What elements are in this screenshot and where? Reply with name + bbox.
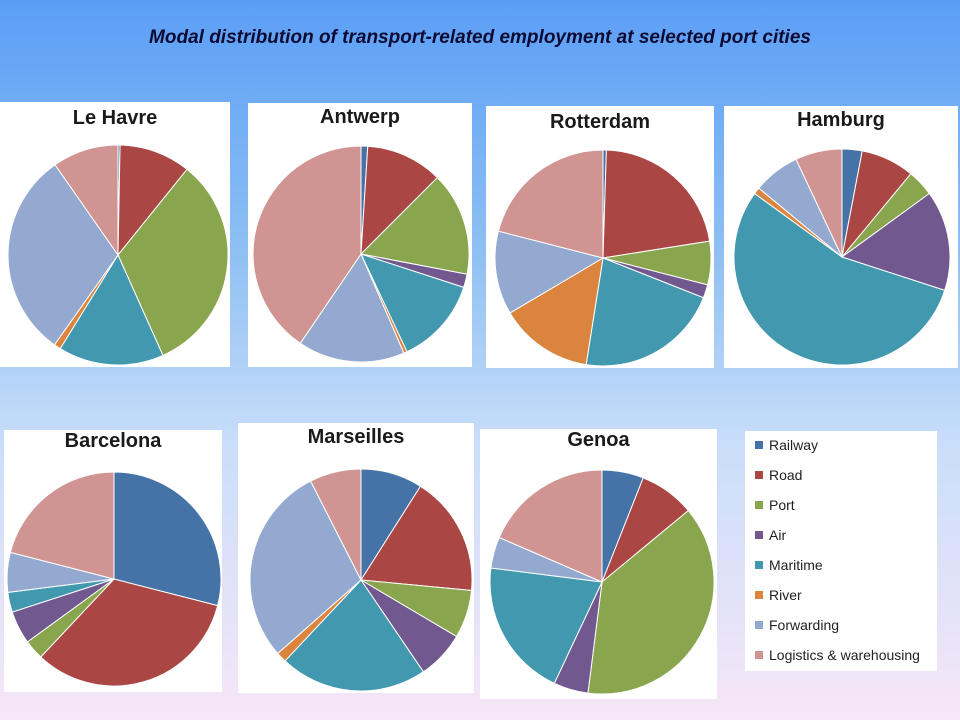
pie-chart bbox=[249, 468, 473, 692]
pie-slice-maritime bbox=[585, 257, 705, 367]
pie-slice-air bbox=[840, 192, 951, 292]
legend-item: Logistics & warehousing bbox=[755, 645, 920, 665]
pie-title: Genoa bbox=[567, 429, 630, 451]
pie-title: Marseilles bbox=[307, 426, 405, 448]
pie-panel-antwerp: Antwerp bbox=[248, 103, 472, 367]
pie-slice-maritime bbox=[489, 567, 603, 685]
pie-slice-port bbox=[359, 176, 470, 275]
pie-slice-port bbox=[117, 168, 229, 357]
pie-chart bbox=[733, 148, 951, 366]
legend-label: Port bbox=[769, 497, 795, 513]
pie-slice-logistics-warehousing bbox=[309, 468, 362, 581]
legend-label: Air bbox=[769, 527, 787, 543]
pie-title: Hamburg bbox=[797, 109, 885, 131]
pie-slice-road bbox=[360, 145, 439, 256]
pie-slice-forwarding bbox=[299, 252, 405, 363]
pie-slice-logistics-warehousing bbox=[9, 471, 115, 580]
legend-item: Maritime bbox=[755, 555, 823, 575]
legend-label: Maritime bbox=[769, 557, 823, 573]
slide-title: Modal distribution of transport-related … bbox=[149, 27, 811, 48]
pie-slice-road bbox=[117, 144, 188, 257]
pie-slice-railway bbox=[113, 471, 222, 607]
pie-slice-logistics-warehousing bbox=[54, 144, 119, 257]
pie-title: Antwerp bbox=[320, 106, 400, 128]
legend-label: Logistics & warehousing bbox=[769, 647, 920, 663]
pie-slice-road bbox=[602, 149, 711, 259]
legend-swatch bbox=[755, 561, 763, 569]
pie-slice-logistics-warehousing bbox=[498, 469, 603, 583]
pie-chart bbox=[252, 145, 470, 363]
pie-title: Barcelona bbox=[64, 430, 162, 452]
pie-title: Rotterdam bbox=[549, 111, 650, 133]
legend-swatch bbox=[755, 441, 763, 449]
pie-slice-road bbox=[360, 485, 473, 591]
pie-panel-le-havre: Le Havre bbox=[0, 102, 230, 367]
pie-slice-logistics-warehousing bbox=[497, 149, 604, 259]
pie-slice-maritime bbox=[733, 192, 946, 366]
legend-item: Forwarding bbox=[755, 615, 839, 635]
legend-swatch bbox=[755, 591, 763, 599]
pie-slice-forwarding bbox=[494, 230, 605, 314]
pie-slice-road bbox=[40, 578, 219, 687]
legend-swatch bbox=[755, 651, 763, 659]
pie-panel-hamburg: Hamburg bbox=[724, 106, 958, 368]
pie-panel-barcelona: Barcelona bbox=[4, 430, 222, 692]
legend-label: Road bbox=[769, 467, 803, 483]
legend-swatch bbox=[755, 621, 763, 629]
pie-slice-logistics-warehousing bbox=[252, 145, 362, 345]
pie-chart bbox=[489, 469, 715, 695]
legend: Railway Road Port Air Maritime River For… bbox=[745, 431, 937, 671]
pie-chart bbox=[7, 144, 229, 366]
pie-slice-maritime bbox=[284, 579, 425, 692]
pie-title: Le Havre bbox=[72, 107, 158, 129]
pie-panel-genoa: Genoa bbox=[480, 429, 717, 699]
legend-swatch bbox=[755, 531, 763, 539]
legend-swatch bbox=[755, 471, 763, 479]
legend-item: Port bbox=[755, 495, 795, 515]
legend-item: Road bbox=[755, 465, 802, 485]
pie-slice-port bbox=[587, 509, 715, 695]
pie-chart bbox=[6, 471, 222, 687]
pie-slice-river bbox=[509, 257, 604, 366]
pie-slice-maritime bbox=[59, 253, 164, 366]
pie-slice-forwarding bbox=[7, 164, 119, 346]
pie-panel-rotterdam: Rotterdam bbox=[486, 106, 714, 368]
pie-slice-logistics-warehousing bbox=[795, 148, 843, 258]
legend-item: Air bbox=[755, 525, 786, 545]
pie-slice-forwarding bbox=[249, 480, 362, 655]
legend-label: Forwarding bbox=[769, 617, 840, 633]
pie-panel-marseilles: Marseilles bbox=[238, 423, 474, 693]
pie-slice-maritime bbox=[360, 253, 465, 353]
legend-label: River bbox=[769, 587, 802, 603]
pie-chart bbox=[494, 149, 712, 367]
legend-label: Railway bbox=[769, 437, 819, 453]
legend-item: Railway bbox=[755, 435, 818, 455]
legend-swatch bbox=[755, 501, 763, 509]
legend-item: River bbox=[755, 585, 802, 605]
